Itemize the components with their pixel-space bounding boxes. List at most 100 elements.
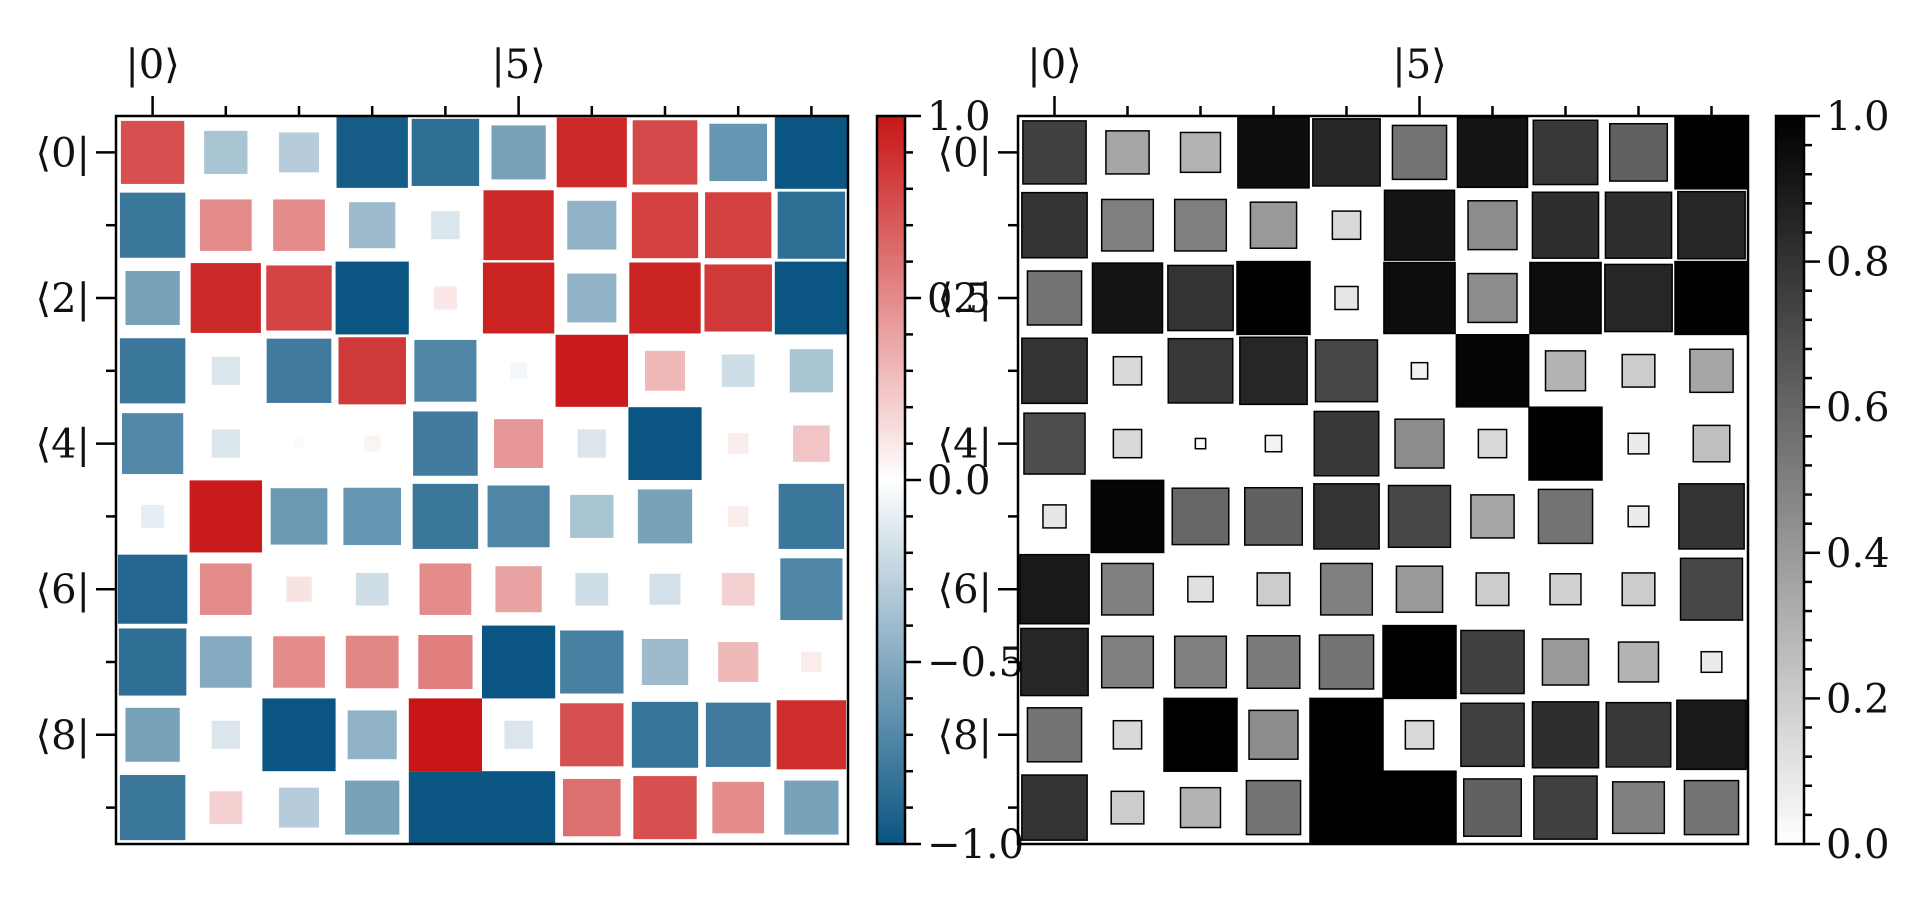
left-tick-label-0-3: ⟨6|	[35, 567, 90, 613]
colorbar-segment-0-63	[877, 498, 905, 506]
cell-0-r5-c8	[727, 506, 749, 527]
cell-0-r3-c6	[555, 334, 629, 407]
left-tick-label-0-2: ⟨4|	[35, 422, 90, 468]
colorbar-segment-1-67	[1776, 522, 1804, 530]
colorbar-segment-0-28	[877, 285, 905, 293]
colorbar-segment-1-65	[1776, 510, 1804, 518]
cell-1-r0-c0	[1022, 120, 1087, 185]
colorbar-segment-1-105	[1776, 753, 1804, 760]
cell-0-r3-c9	[789, 349, 834, 393]
colorbar-label-1-4: 0.2	[1826, 676, 1890, 722]
top-tick-label-0-0: |0⟩	[125, 42, 180, 88]
colorbar-segment-1-110	[1776, 783, 1804, 791]
cell-0-r4-c0	[121, 413, 184, 475]
colorbar-segment-0-73	[877, 558, 905, 566]
colorbar-segment-0-35	[877, 328, 905, 336]
colorbar-segment-1-62	[1776, 492, 1804, 499]
colorbar-segment-1-48	[1776, 407, 1804, 415]
cell-0-r9-c5	[482, 771, 556, 844]
cell-1-r1-c1	[1100, 198, 1155, 252]
cell-1-r4-c7	[1528, 406, 1603, 481]
cell-0-r4-c6	[577, 429, 606, 458]
cell-0-r9-c9	[784, 780, 839, 835]
colorbar-segment-0-50	[877, 419, 905, 427]
colorbar-segment-0-108	[877, 771, 905, 779]
colorbar-label-1-0: 1.0	[1826, 94, 1890, 140]
colorbar-segment-0-116	[877, 819, 905, 827]
cell-1-r1-c6	[1467, 200, 1518, 251]
colorbar-segment-1-54	[1776, 443, 1804, 451]
colorbar-segment-0-101	[877, 728, 905, 736]
colorbar-segment-0-74	[877, 564, 905, 572]
colorbar-segment-0-95	[877, 692, 905, 700]
colorbar-segment-1-23	[1776, 255, 1804, 263]
cell-1-r9-c9	[1683, 779, 1740, 836]
colorbar-segment-0-54	[877, 443, 905, 451]
cell-0-r7-c1	[199, 636, 252, 688]
colorbar-segment-0-62	[877, 492, 905, 499]
colorbar-segment-0-29	[877, 291, 905, 299]
cell-0-r1-c3	[349, 202, 396, 249]
cell-0-r7-c6	[560, 630, 624, 694]
cell-0-r0-c8	[709, 123, 768, 182]
cell-1-r7-c5	[1382, 624, 1457, 700]
colorbar-segment-0-11	[877, 182, 905, 190]
colorbar-segment-1-39	[1776, 352, 1804, 360]
colorbar-segment-0-99	[877, 716, 905, 724]
colorbar-label-1-2: 0.6	[1826, 385, 1890, 431]
colorbar-segment-0-110	[877, 783, 905, 791]
colorbar-segment-1-2	[1776, 128, 1804, 135]
colorbar-segment-0-114	[877, 807, 905, 815]
left-tick-label-1-1: ⟨2|	[937, 276, 992, 322]
cell-0-r6-c9	[780, 558, 843, 621]
colorbar-segment-0-85	[877, 631, 905, 639]
cell-1-r0-c8	[1609, 122, 1668, 182]
colorbar-segment-0-1	[877, 122, 905, 129]
cell-0-r5-c3	[343, 487, 402, 546]
colorbar-segment-1-1	[1776, 122, 1804, 129]
cell-1-r1-c8	[1604, 191, 1673, 259]
colorbar-segment-0-113	[877, 801, 905, 809]
colorbar-segment-1-28	[1776, 285, 1804, 293]
cell-1-r8-c8	[1605, 701, 1672, 768]
colorbar-segment-1-18	[1776, 225, 1804, 233]
cell-0-r2-c7	[629, 262, 701, 334]
cell-1-r5-c8	[1627, 505, 1650, 528]
colorbar-segment-0-119	[877, 837, 905, 845]
colorbar-segment-0-51	[877, 425, 905, 433]
cell-0-r6-c2	[286, 576, 312, 602]
cell-1-r6-c8	[1621, 572, 1656, 607]
cell-0-r1-c7	[631, 192, 699, 259]
cell-0-r2-c5	[482, 262, 555, 334]
colorbar-segment-1-98	[1776, 710, 1804, 718]
colorbar-segment-1-16	[1776, 213, 1804, 220]
cell-0-r8-c0	[125, 707, 180, 762]
cell-1-r7-c8	[1617, 641, 1660, 683]
top-tick-label-0-1: |5⟩	[491, 42, 546, 88]
colorbar-label-0-2: 0.0	[927, 458, 991, 504]
cell-1-r0-c4	[1312, 118, 1381, 187]
colorbar-segment-1-5	[1776, 146, 1804, 154]
colorbar-segment-0-105	[877, 753, 905, 760]
colorbar-segment-1-81	[1776, 607, 1804, 615]
colorbar-segment-1-99	[1776, 716, 1804, 724]
colorbar-segment-0-65	[877, 510, 905, 518]
colorbar-segment-0-91	[877, 668, 905, 675]
colorbar-segment-0-93	[877, 680, 905, 688]
cell-0-r3-c1	[211, 356, 240, 385]
cell-1-r0-c1	[1105, 130, 1150, 175]
left-tick-label-1-2: ⟨4|	[937, 422, 992, 468]
cell-0-r3-c2	[266, 338, 332, 403]
colorbar-label-0-4: −1.0	[927, 822, 1024, 868]
cell-1-r7-c2	[1173, 635, 1228, 689]
cell-0-r3-c5	[510, 362, 527, 379]
colorbar-segment-1-19	[1776, 231, 1804, 239]
cell-0-r5-c0	[141, 504, 165, 528]
colorbar-segment-1-58	[1776, 467, 1804, 475]
cell-1-r4-c1	[1112, 428, 1143, 459]
colorbar-segment-0-68	[877, 528, 905, 536]
cell-0-r3-c8	[721, 354, 755, 388]
cell-1-r7-c3	[1246, 635, 1301, 689]
colorbar-segment-0-64	[877, 504, 905, 512]
